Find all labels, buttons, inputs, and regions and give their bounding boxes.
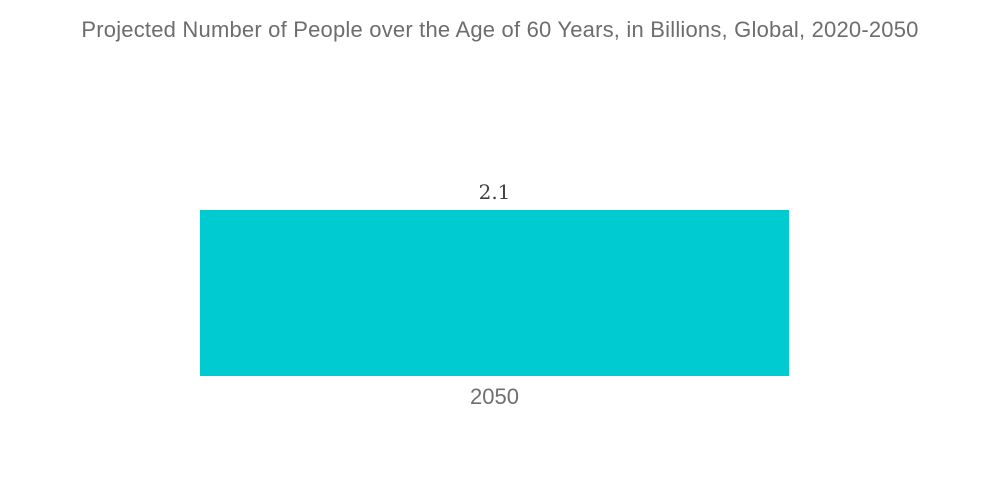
x-axis-label-2050: 2050 bbox=[470, 384, 519, 409]
bar-value-label: 2.1 bbox=[478, 180, 511, 204]
chart-title: Projected Number of People over the Age … bbox=[81, 17, 919, 42]
bar-2050 bbox=[200, 210, 789, 376]
